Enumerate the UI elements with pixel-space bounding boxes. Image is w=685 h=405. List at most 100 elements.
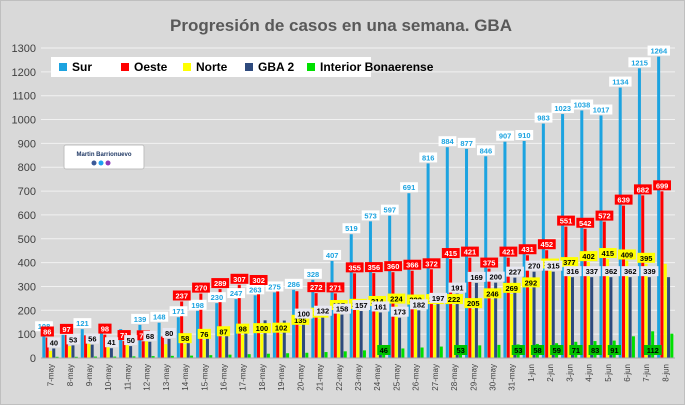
bar-interior-bonaerense xyxy=(74,356,78,358)
bar-interior-bonaerense xyxy=(362,350,366,358)
x-tick-label: 18-may xyxy=(258,364,267,391)
data-label-bg xyxy=(368,295,387,306)
y-tick-label: 700 xyxy=(18,186,36,198)
data-label: 58 xyxy=(181,334,189,343)
bar-oeste xyxy=(660,191,664,358)
bar-interior-bonaerense xyxy=(651,331,655,358)
bar-norte xyxy=(317,318,321,358)
x-tick-label: 15-may xyxy=(200,364,209,391)
data-label: 421 xyxy=(502,248,515,257)
data-labels: 1081211391481711982302472632752863284075… xyxy=(35,45,671,355)
data-label-bg xyxy=(291,314,310,325)
data-label-bg xyxy=(576,217,595,228)
data-label: 173 xyxy=(393,308,406,317)
bar-norte xyxy=(644,263,648,358)
bar-norte xyxy=(548,269,552,358)
data-label-bg xyxy=(598,248,617,259)
bar-interior-bonaerense xyxy=(401,348,405,358)
bar-interior-bonaerense xyxy=(190,355,194,358)
x-tick-label: 8-jun xyxy=(661,364,670,382)
bar-oeste xyxy=(237,284,241,358)
data-label-bg xyxy=(246,284,265,295)
data-label: 46 xyxy=(380,346,388,355)
bar-norte xyxy=(337,311,341,358)
bar-gba-2 xyxy=(167,338,171,358)
data-label: 40 xyxy=(50,338,58,347)
data-label-bg xyxy=(352,300,371,311)
data-label: 415 xyxy=(444,249,457,258)
data-label-bg xyxy=(467,271,486,282)
data-label: 452 xyxy=(541,240,554,249)
data-label-bg xyxy=(551,103,574,114)
bar-interior-bonaerense xyxy=(228,354,232,358)
bar-sur xyxy=(618,87,622,358)
data-label: 157 xyxy=(355,301,368,310)
y-tick-label: 1300 xyxy=(12,43,36,55)
bar-norte xyxy=(48,350,52,358)
data-label-bg xyxy=(178,333,192,344)
data-label-bg xyxy=(211,278,230,289)
data-label-bg xyxy=(518,244,537,255)
data-label: 70 xyxy=(139,331,147,340)
data-label: 573 xyxy=(364,211,377,220)
x-tick-label: 9-may xyxy=(85,364,94,386)
x-tick-label: 31-may xyxy=(508,364,517,391)
bar-gba-2 xyxy=(321,316,325,358)
bar-oeste xyxy=(487,268,491,358)
x-tick-label: 8-may xyxy=(66,364,75,386)
x-tick-label: 27-may xyxy=(431,364,440,391)
data-label-bg xyxy=(208,292,226,303)
data-label: 1017 xyxy=(593,105,610,114)
data-label: 222 xyxy=(448,295,461,304)
bar-oeste xyxy=(45,337,49,358)
bar-oeste xyxy=(314,293,318,358)
data-label-bg xyxy=(403,259,422,270)
bar-sur xyxy=(368,221,372,358)
data-label: 375 xyxy=(483,259,496,268)
data-label: 83 xyxy=(591,346,599,355)
bar-norte xyxy=(529,288,533,358)
data-label-bg xyxy=(534,112,553,123)
data-label: 102 xyxy=(275,324,288,333)
data-label: 91 xyxy=(610,346,618,355)
data-label-bg xyxy=(441,248,460,259)
data-label: 877 xyxy=(460,139,473,148)
data-label: 182 xyxy=(413,300,426,309)
data-label-bg xyxy=(380,204,399,215)
x-tick-label: 21-may xyxy=(316,364,325,391)
x-tick-label: 4-jun xyxy=(585,364,594,382)
data-label-bg xyxy=(483,288,502,299)
bar-oeste xyxy=(583,228,587,358)
bar-oeste xyxy=(333,293,337,358)
y-tick-label: 900 xyxy=(18,138,36,150)
data-label: 246 xyxy=(486,289,499,298)
data-label-bg xyxy=(633,184,652,195)
facebook-icon xyxy=(91,160,97,166)
bar-oeste xyxy=(429,269,433,358)
bar-gba-2 xyxy=(148,341,152,358)
bar-gba-2 xyxy=(474,282,478,358)
data-label: 699 xyxy=(656,181,669,190)
bar-sur xyxy=(176,317,180,358)
bar-gba-2 xyxy=(52,348,56,358)
data-label-bg xyxy=(236,323,250,334)
bar-norte xyxy=(221,337,225,358)
bar-norte xyxy=(164,344,168,358)
bar-sur xyxy=(196,310,200,358)
data-label-bg xyxy=(230,273,249,284)
data-label: 269 xyxy=(505,284,518,293)
data-label-bg xyxy=(73,318,92,329)
data-label-bg xyxy=(47,337,61,348)
bar-gba-2 xyxy=(205,334,209,358)
watermark-box xyxy=(63,144,145,170)
bar-oeste xyxy=(564,226,568,358)
bar-oeste xyxy=(641,195,645,358)
bar-norte xyxy=(452,305,456,358)
bar-oeste xyxy=(64,334,68,358)
data-label-bg xyxy=(511,345,525,355)
data-label-bg xyxy=(197,328,211,339)
data-label: 224 xyxy=(390,295,403,304)
data-label: 139 xyxy=(134,315,147,324)
data-label-bg xyxy=(502,282,521,293)
data-label: 272 xyxy=(310,283,323,292)
